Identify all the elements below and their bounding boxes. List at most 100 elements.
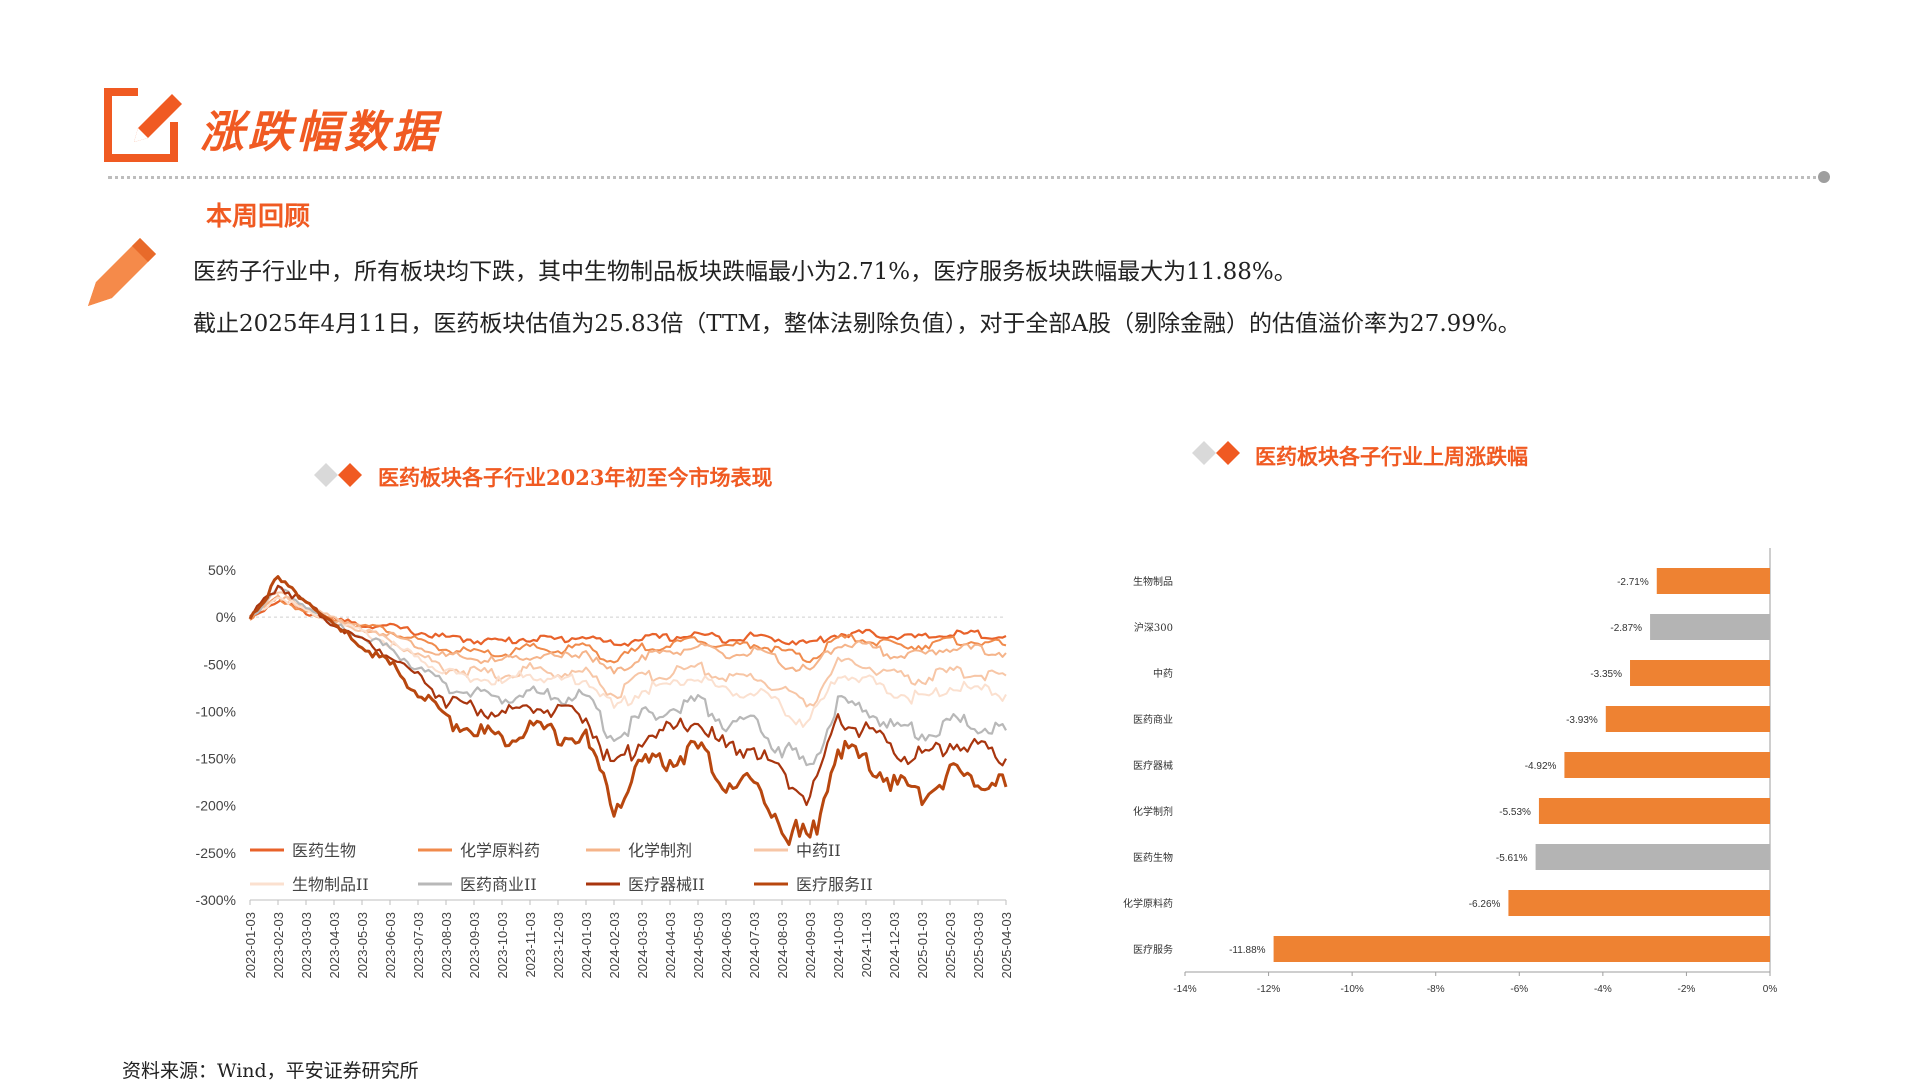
y-tick-label: -150% bbox=[196, 751, 236, 767]
bar-value-label: -3.35% bbox=[1590, 669, 1622, 680]
legend-label: 医疗器械II bbox=[628, 875, 705, 894]
x-tick-label: 2023-03-03 bbox=[299, 912, 314, 979]
x-tick-label: -8% bbox=[1427, 984, 1445, 995]
x-tick-label: -12% bbox=[1257, 984, 1280, 995]
bar-value-label: -4.92% bbox=[1525, 761, 1557, 772]
y-tick-label: 0% bbox=[216, 609, 236, 625]
bar-chart: -14% -12% -10% -8% -6% -4% -2% 0% -2.71% 生物制品 -2.8… bbox=[1123, 548, 1778, 995]
legend-label: 中药II bbox=[796, 841, 841, 860]
bar bbox=[1656, 568, 1770, 594]
source-note: 资料来源：Wind，平安证券研究所 bbox=[122, 1060, 419, 1082]
legend-label: 化学制剂 bbox=[628, 841, 692, 860]
line-chart-title: 医药板块各子行业2023年初至今市场表现 bbox=[378, 465, 773, 490]
x-tick-label: 2024-01-03 bbox=[579, 912, 594, 979]
bar-chart-title: 医药板块各子行业上周涨跌幅 bbox=[1255, 444, 1528, 469]
bar-value-label: -11.88% bbox=[1229, 945, 1266, 956]
x-tick-label: 2024-11-03 bbox=[859, 912, 874, 978]
series-line bbox=[249, 595, 1007, 664]
x-tick-label: 2023-07-03 bbox=[411, 912, 426, 979]
x-tick-label: 2024-03-03 bbox=[635, 912, 650, 979]
category-label: 化学制剂 bbox=[1133, 805, 1173, 818]
series-line bbox=[249, 584, 1007, 767]
category-label: 医疗服务 bbox=[1133, 943, 1173, 956]
category-label: 医药商业 bbox=[1133, 713, 1173, 726]
header-divider bbox=[108, 176, 1824, 179]
bar-value-label: -2.87% bbox=[1610, 623, 1642, 634]
category-label: 医药生物 bbox=[1133, 851, 1173, 864]
category-label: 医疗器械 bbox=[1133, 759, 1173, 772]
title-diamond-icon bbox=[1192, 441, 1240, 465]
y-tick-label: -50% bbox=[203, 656, 236, 672]
bar bbox=[1538, 798, 1770, 824]
x-tick-label: 2024-08-03 bbox=[775, 912, 790, 979]
bar bbox=[1650, 614, 1770, 640]
x-tick-label: -2% bbox=[1678, 984, 1696, 995]
x-tick-label: 2023-11-03 bbox=[523, 912, 538, 978]
x-tick-label: 2025-01-03 bbox=[915, 912, 930, 979]
bar-value-label: -2.71% bbox=[1617, 577, 1649, 588]
bar bbox=[1508, 890, 1770, 916]
x-tick-label: 2024-10-03 bbox=[831, 912, 846, 979]
edit-note-icon bbox=[104, 84, 184, 162]
x-tick-label: -10% bbox=[1340, 984, 1363, 995]
bar bbox=[1535, 844, 1770, 870]
bar bbox=[1605, 706, 1770, 732]
review-line-2: 截止2025年4月11日，医药板块估值为25.83倍（TTM，整体法剔除负值），… bbox=[193, 311, 1521, 337]
x-tick-label: 2024-04-03 bbox=[663, 912, 678, 979]
y-tick-label: -300% bbox=[196, 892, 236, 908]
pencil-icon bbox=[88, 238, 156, 306]
category-label: 中药 bbox=[1153, 667, 1173, 680]
y-tick-label: -250% bbox=[196, 845, 236, 861]
x-tick-label: -6% bbox=[1510, 984, 1528, 995]
x-tick-label: -14% bbox=[1173, 984, 1196, 995]
y-tick-label: -100% bbox=[196, 703, 236, 719]
divider-dot bbox=[1818, 171, 1830, 183]
x-tick-label: 2025-04-03 bbox=[999, 912, 1014, 979]
series-line bbox=[249, 591, 1007, 708]
x-tick-label: 2024-09-03 bbox=[803, 912, 818, 979]
x-tick-label: 2023-06-03 bbox=[383, 912, 398, 979]
x-tick-label: 2023-10-03 bbox=[495, 912, 510, 979]
category-label: 生物制品 bbox=[1133, 575, 1173, 588]
x-tick-label: 2023-01-03 bbox=[243, 912, 258, 979]
legend-label: 医疗服务II bbox=[796, 875, 873, 894]
y-tick-label: 50% bbox=[208, 562, 236, 578]
legend-label: 医药商业II bbox=[460, 875, 537, 894]
x-tick-label: 2024-06-03 bbox=[719, 912, 734, 979]
x-tick-label: 2024-05-03 bbox=[691, 912, 706, 979]
page-title: 涨跌幅数据 bbox=[200, 107, 440, 158]
title-diamond-icon bbox=[314, 463, 362, 487]
series-line bbox=[249, 598, 1007, 647]
section-title: 本周回顾 bbox=[206, 202, 311, 232]
x-tick-label: 2023-02-03 bbox=[271, 912, 286, 979]
x-tick-label: 2024-07-03 bbox=[747, 912, 762, 979]
x-tick-label: 2025-02-03 bbox=[943, 912, 958, 979]
x-tick-label: 0% bbox=[1763, 984, 1778, 995]
bar bbox=[1273, 936, 1770, 962]
x-tick-label: 2023-08-03 bbox=[439, 912, 454, 979]
bar-value-label: -5.53% bbox=[1499, 807, 1531, 818]
legend-label: 医药生物 bbox=[292, 841, 356, 860]
legend-label: 化学原料药 bbox=[460, 841, 540, 860]
bar-value-label: -3.93% bbox=[1566, 715, 1598, 726]
x-tick-label: 2025-03-03 bbox=[971, 912, 986, 979]
line-chart: 50% 0% -50% -100% -150% -200% -250% -300% 2023-0… bbox=[196, 562, 1014, 979]
review-line-1: 医药子行业中，所有板块均下跌，其中生物制品板块跌幅最小为2.71%，医疗服务板块… bbox=[193, 259, 1297, 285]
legend-label: 生物制品II bbox=[292, 875, 369, 894]
y-tick-label: -200% bbox=[196, 798, 236, 814]
x-tick-label: 2024-12-03 bbox=[887, 912, 902, 979]
category-label: 沪深300 bbox=[1134, 621, 1173, 634]
series-line bbox=[249, 594, 1007, 675]
bar bbox=[1630, 660, 1770, 686]
series-line bbox=[248, 575, 1008, 846]
bar-value-label: -6.26% bbox=[1469, 899, 1501, 910]
x-tick-label: 2023-09-03 bbox=[467, 912, 482, 979]
x-tick-label: -4% bbox=[1594, 984, 1612, 995]
x-tick-label: 2023-12-03 bbox=[551, 912, 566, 979]
bar bbox=[1564, 752, 1770, 778]
x-tick-label: 2024-02-03 bbox=[607, 912, 622, 979]
x-tick-label: 2023-04-03 bbox=[327, 912, 342, 979]
bar-value-label: -5.61% bbox=[1496, 853, 1528, 864]
x-tick-label: 2023-05-03 bbox=[355, 912, 370, 979]
category-label: 化学原料药 bbox=[1123, 897, 1173, 910]
